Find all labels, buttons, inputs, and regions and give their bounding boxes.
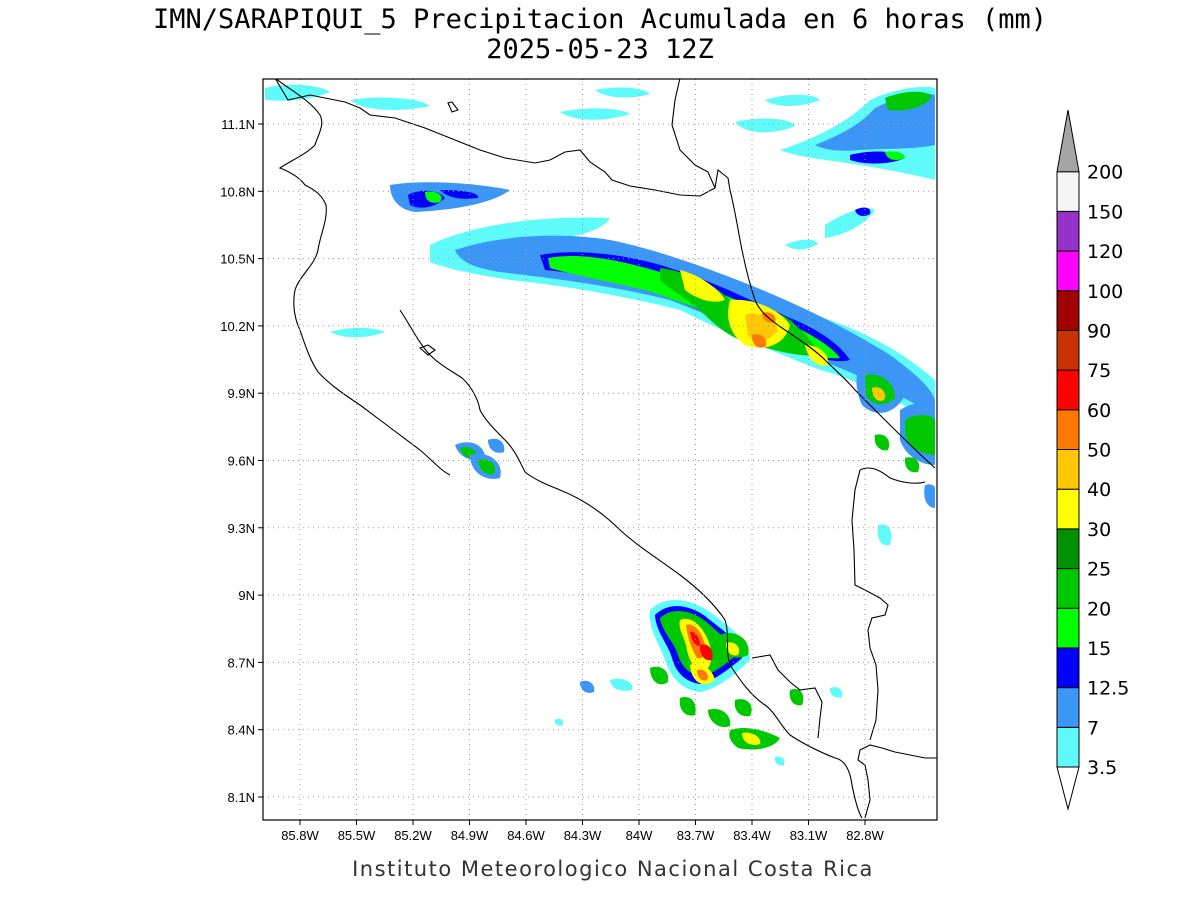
colorbar-label: 120 (1087, 241, 1123, 263)
lat-tick-label: 8.1N (228, 790, 255, 805)
colorbar-swatch (1056, 369, 1080, 411)
colorbar-swatch (1056, 250, 1080, 292)
lon-tick-label: 84W (626, 828, 653, 843)
lat-tick-label: 9.3N (228, 521, 255, 536)
colorbar-label: 15 (1087, 638, 1111, 660)
colorbar-swatch (1056, 488, 1080, 530)
colorbar-swatch (1056, 726, 1080, 768)
colorbar-swatch (1056, 568, 1080, 609)
colorbar-swatch (1056, 329, 1080, 371)
colorbar-label: 150 (1087, 201, 1123, 223)
colorbar-swatch (1056, 607, 1080, 649)
lat-tick-label: 9.6N (228, 454, 255, 469)
colorbar-label: 90 (1087, 320, 1111, 342)
colorbar-swatch (1056, 528, 1080, 570)
colorbar-label: 100 (1087, 281, 1123, 303)
map-date: 2025-05-23 12Z (486, 34, 714, 65)
colorbar-swatch (1056, 171, 1080, 212)
colorbar-bottom-triangle (1056, 766, 1080, 811)
map-frame (262, 78, 938, 821)
longitude-ticks: 85.8W 85.5W 85.2W 84.9W 84.6W 84.3W 84W 83.7W 83… (281, 820, 885, 843)
lon-tick-label: 84.3W (564, 828, 602, 843)
colorbar-swatch (1056, 290, 1080, 331)
lat-tick-label: 8.7N (228, 655, 255, 670)
lon-tick-label: 83.1W (790, 828, 828, 843)
lat-tick-label: 10.8N (220, 184, 255, 199)
map-title: IMN/SARAPIQUI_5 Precipitacion Acumulada … (152, 4, 1048, 35)
lon-tick-label: 82.8W (846, 828, 884, 843)
lon-tick-label: 85.5W (338, 828, 376, 843)
lat-tick-label: 9.9N (228, 386, 255, 401)
colorbar-label: 40 (1087, 479, 1111, 501)
lon-tick-label: 85.8W (281, 828, 319, 843)
colorbar-label: 25 (1087, 559, 1111, 581)
colorbar-top-triangle (1056, 109, 1080, 173)
lon-tick-label: 85.2W (394, 828, 432, 843)
lat-tick-label: 9N (238, 588, 255, 603)
colorbar-label: 75 (1087, 360, 1111, 382)
lat-tick-label: 8.4N (228, 723, 255, 738)
colorbar-swatch (1056, 647, 1080, 689)
colorbar: 3.5 7 12.5 15 20 25 30 40 50 60 75 90 100 120 150 200 (1056, 109, 1129, 811)
map-area (263, 79, 937, 820)
colorbar-label: 20 (1087, 598, 1111, 620)
lat-tick-label: 10.5N (220, 252, 255, 267)
colorbar-label: 3.5 (1087, 757, 1117, 779)
lon-tick-label: 84.9W (451, 828, 489, 843)
colorbar-swatch (1056, 687, 1080, 728)
lon-tick-label: 83.7W (677, 828, 715, 843)
colorbar-label: 60 (1087, 400, 1111, 422)
lon-tick-label: 83.4W (733, 828, 771, 843)
lon-tick-label: 84.6W (507, 828, 545, 843)
colorbar-swatch (1056, 210, 1080, 252)
colorbar-label: 200 (1087, 162, 1123, 184)
colorbar-label: 7 (1087, 717, 1099, 739)
lat-tick-label: 11.1N (221, 117, 255, 132)
colorbar-label: 30 (1087, 519, 1111, 541)
footer-credit: Instituto Meteorologico Nacional Costa R… (352, 857, 874, 881)
coastlines (274, 79, 937, 819)
lat-lon-grid (263, 79, 937, 820)
colorbar-swatch (1056, 449, 1080, 490)
colorbar-label: 12.5 (1087, 678, 1129, 700)
latitude-ticks: 11.1N 10.8N 10.5N 10.2N 9.9N 9.6N 9.3N 9N 8.7N 8.… (220, 117, 263, 805)
lat-tick-label: 10.2N (220, 319, 255, 334)
colorbar-label: 50 (1087, 440, 1111, 462)
precipitation-field (265, 84, 935, 766)
colorbar-swatch (1056, 409, 1080, 450)
